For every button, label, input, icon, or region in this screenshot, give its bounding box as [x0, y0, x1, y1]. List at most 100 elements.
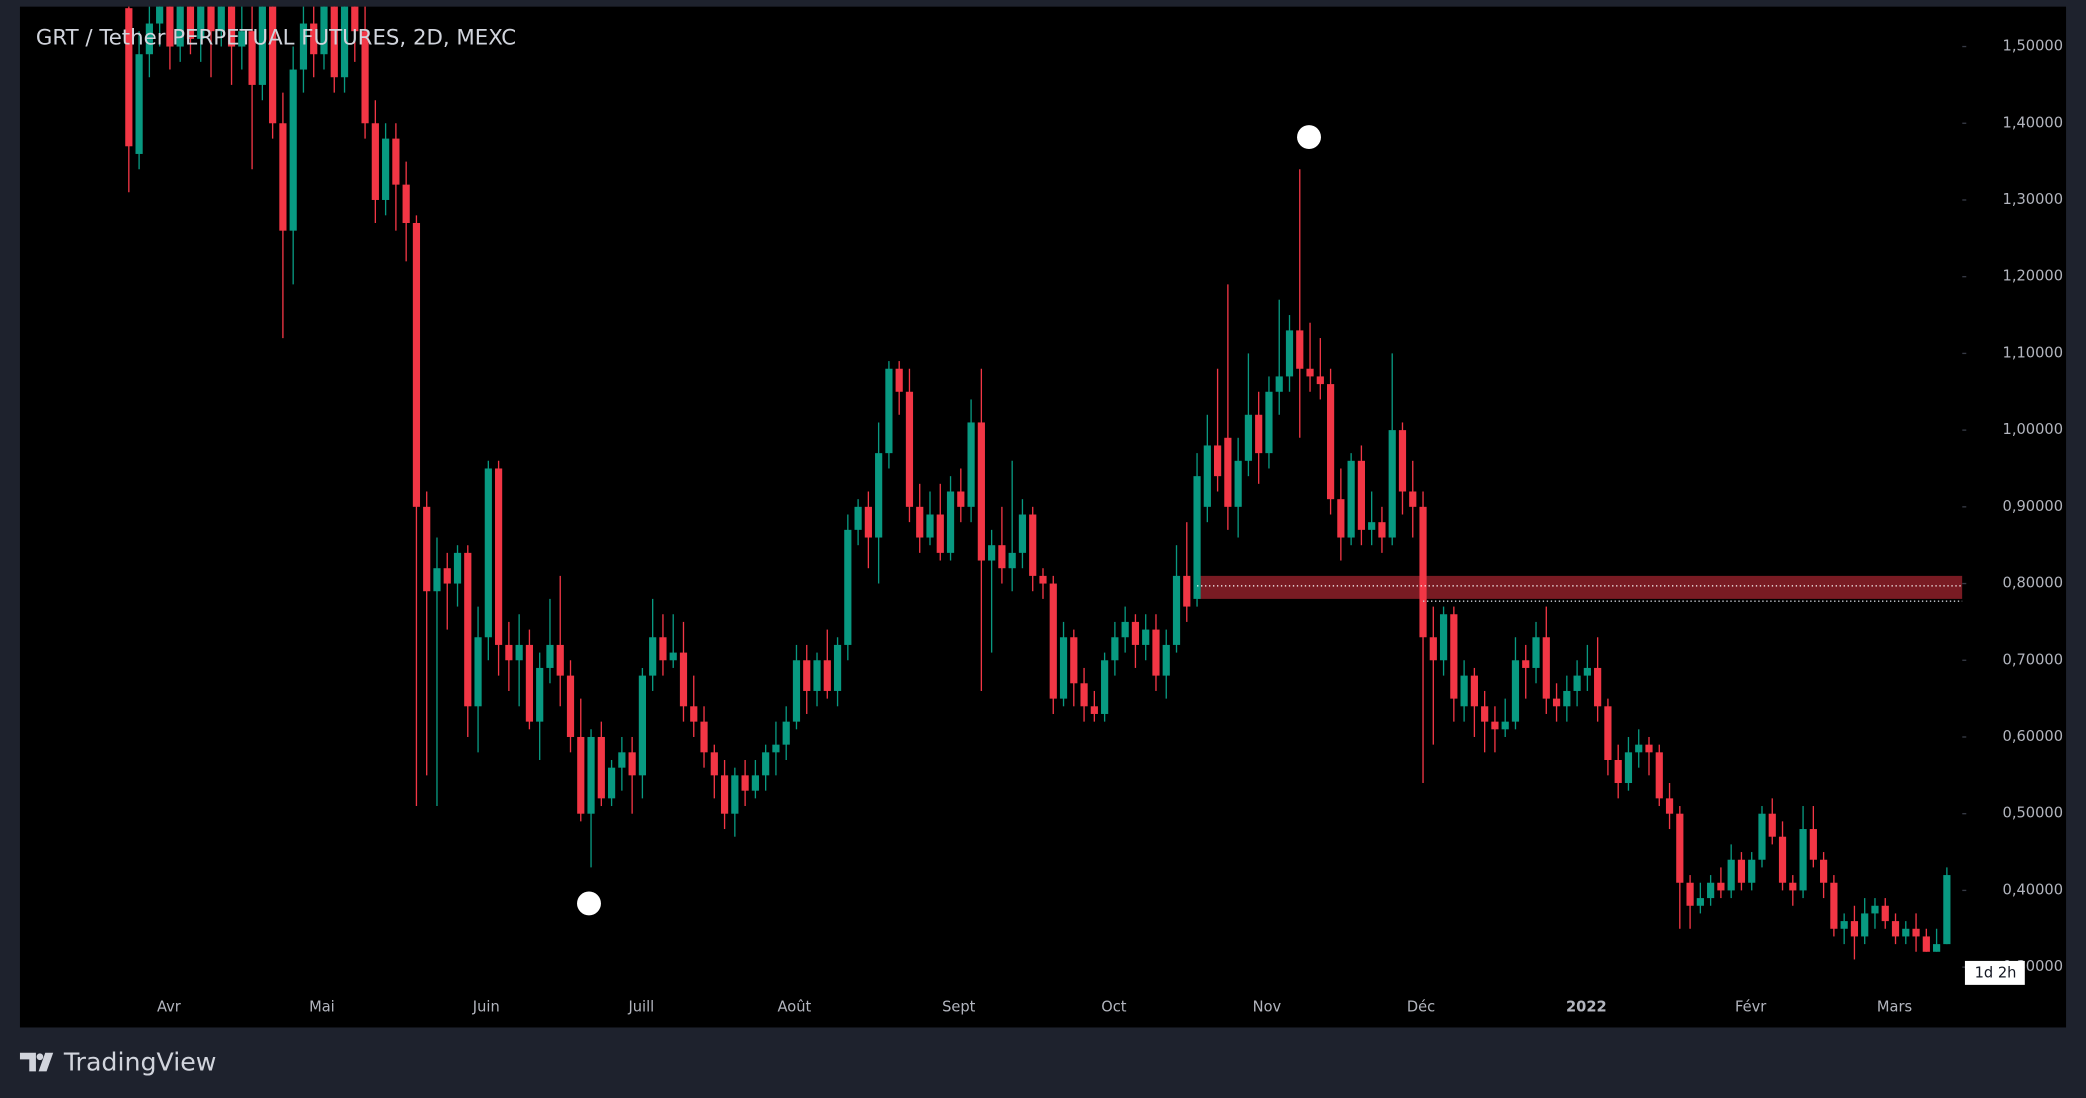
candle-body [1388, 430, 1396, 538]
candle-body [1070, 637, 1078, 684]
candle-body [279, 123, 287, 231]
candle-body [1737, 859, 1746, 883]
candle-body [1111, 637, 1119, 661]
candle-body [597, 736, 605, 799]
candle-body [176, 6, 184, 47]
candle-body [412, 222, 421, 507]
candle-body [1573, 675, 1581, 691]
candle-body [248, 31, 256, 85]
candle-body [217, 6, 225, 32]
candle-body [1059, 637, 1068, 699]
candle-body [1912, 928, 1920, 937]
candle-body [340, 6, 349, 78]
candle-body [1152, 629, 1160, 676]
candle-body [330, 6, 338, 78]
candle-body [1542, 637, 1550, 699]
candle-body [258, 6, 266, 85]
y-tick-label: 1,40000 [2003, 114, 2063, 131]
candle-body [135, 54, 143, 154]
candle-body [207, 6, 215, 32]
candle-body [1594, 667, 1602, 707]
candle-body [382, 138, 390, 200]
candle-body [1748, 859, 1756, 883]
candle-body [1583, 667, 1591, 676]
candle-body [1419, 506, 1427, 638]
candle-body [946, 491, 955, 553]
candle-body [1696, 898, 1704, 906]
candle-body [536, 667, 544, 722]
candle-body [813, 660, 821, 691]
y-tick-label: 0,60000 [2003, 728, 2063, 745]
y-tick-label: 0,40000 [2003, 881, 2063, 898]
candle-body [453, 552, 462, 584]
candle-body [1224, 437, 1232, 507]
candle-body [1008, 552, 1016, 569]
candle-body [1717, 882, 1725, 891]
candle-body [1635, 744, 1643, 753]
candle-body [1850, 921, 1859, 937]
candle-body [1234, 460, 1242, 507]
candle-body [1481, 706, 1489, 722]
marker [577, 891, 601, 916]
candle-body [1881, 905, 1889, 922]
plot [125, 6, 1963, 960]
candle-body [1933, 944, 1941, 952]
candle-body [854, 506, 862, 530]
x-tick-label: Juill [627, 998, 654, 1015]
candle-body [1645, 744, 1653, 753]
candle-body [320, 6, 328, 55]
candle-body [1214, 445, 1222, 477]
candle-body [1029, 514, 1037, 576]
candle-body [577, 736, 585, 814]
candle-body [1522, 660, 1530, 668]
candle-body [1357, 460, 1365, 530]
candle-body [1727, 859, 1735, 891]
candle-body [618, 752, 626, 768]
candle-body [525, 644, 534, 722]
x-tick-label: Sept [942, 998, 976, 1015]
candle-body [310, 23, 318, 55]
x-tick-label: 2022 [1566, 998, 1607, 1015]
candle-body [1676, 813, 1684, 883]
candle-body [227, 6, 236, 47]
candle-body [1758, 813, 1766, 860]
logo-mark [19, 1052, 54, 1072]
candle-body [1820, 859, 1828, 883]
candle-body [1326, 384, 1335, 500]
candle-body [1193, 476, 1201, 599]
candle-body [566, 675, 575, 737]
candle-body [988, 545, 996, 561]
candle-body [1347, 460, 1355, 538]
candle-body [1409, 491, 1417, 507]
candle-body [710, 752, 718, 776]
y-tick-label: 0,80000 [2003, 575, 2063, 592]
candle-body [1830, 882, 1838, 929]
candle-body [125, 8, 133, 147]
candle-body [1532, 637, 1540, 668]
candle-body [1142, 629, 1150, 645]
candle-body [587, 736, 595, 814]
candle-body [1552, 698, 1561, 707]
chart-area [19, 6, 2067, 1028]
candle-body [371, 123, 379, 200]
candle-body [1655, 752, 1663, 799]
x-tick-label: Févr [1735, 998, 1767, 1015]
candle-body [433, 568, 441, 592]
candle-body [905, 391, 914, 507]
brand[interactable]: TradingView [63, 1047, 217, 1076]
candle-body [1101, 660, 1109, 714]
y-tick-label: 1,10000 [2003, 344, 2063, 361]
candle-body [1162, 644, 1170, 676]
candle-body [423, 506, 431, 592]
candle-body [186, 6, 195, 39]
candle-body [1244, 414, 1253, 461]
candle-body [1799, 829, 1807, 891]
candle-body [1768, 813, 1776, 837]
chart-title: GRT / Tether PERPETUAL FUTURES, 2D, MEXC [36, 26, 516, 51]
candle-body [751, 775, 759, 791]
y-tick-label: 1,00000 [2003, 421, 2063, 438]
candle-body [1018, 514, 1027, 553]
candle-body [936, 514, 944, 553]
candle-body [1686, 882, 1694, 906]
